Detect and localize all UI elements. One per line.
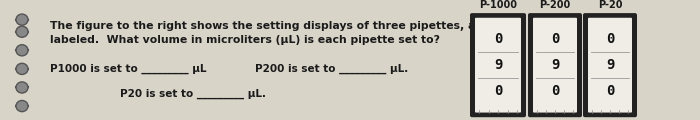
Text: P-1000: P-1000 [479, 0, 517, 10]
Circle shape [16, 14, 28, 25]
Text: 0: 0 [551, 84, 559, 98]
Text: 9: 9 [606, 58, 614, 72]
FancyBboxPatch shape [588, 18, 632, 113]
FancyBboxPatch shape [583, 13, 637, 117]
Text: 9: 9 [494, 58, 502, 72]
Text: 0: 0 [494, 84, 502, 98]
Text: The figure to the right shows the setting displays of three pipettes, as
labeled: The figure to the right shows the settin… [50, 21, 482, 45]
Text: 0: 0 [494, 32, 502, 46]
FancyBboxPatch shape [470, 13, 526, 117]
Circle shape [16, 82, 28, 93]
Text: 9: 9 [551, 58, 559, 72]
Text: 0: 0 [606, 84, 614, 98]
FancyBboxPatch shape [475, 18, 521, 113]
FancyBboxPatch shape [528, 13, 582, 117]
Circle shape [16, 100, 28, 112]
Circle shape [16, 26, 28, 37]
Text: P200 is set to _________ μL.: P200 is set to _________ μL. [255, 64, 408, 74]
Text: 0: 0 [551, 32, 559, 46]
Text: P-20: P-20 [598, 0, 622, 10]
Circle shape [16, 63, 28, 74]
Circle shape [16, 45, 28, 56]
Text: P-200: P-200 [540, 0, 570, 10]
Text: 0: 0 [606, 32, 614, 46]
Text: P20 is set to _________ μL.: P20 is set to _________ μL. [120, 89, 266, 99]
Text: P1000 is set to _________ μL: P1000 is set to _________ μL [50, 64, 206, 74]
FancyBboxPatch shape [533, 18, 577, 113]
